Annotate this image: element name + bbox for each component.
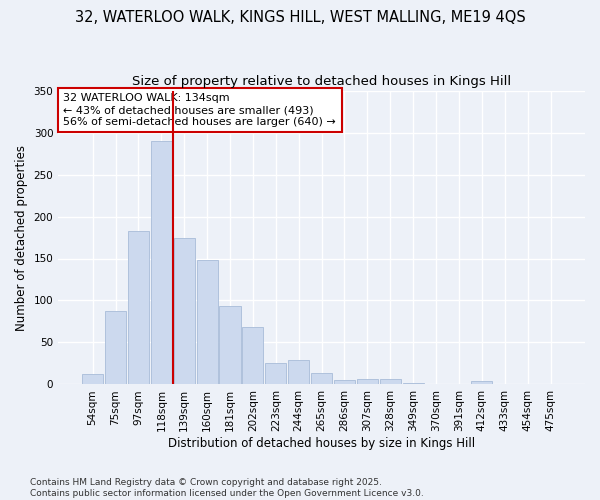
X-axis label: Distribution of detached houses by size in Kings Hill: Distribution of detached houses by size …	[168, 437, 475, 450]
Bar	[128, 231, 149, 384]
Text: Contains HM Land Registry data © Crown copyright and database right 2025.
Contai: Contains HM Land Registry data © Crown c…	[30, 478, 424, 498]
Bar	[220, 306, 241, 384]
Bar	[265, 364, 286, 384]
Bar	[242, 328, 263, 384]
Bar	[472, 381, 493, 384]
Title: Size of property relative to detached houses in Kings Hill: Size of property relative to detached ho…	[132, 75, 511, 88]
Bar	[173, 238, 195, 384]
Bar	[82, 374, 103, 384]
Bar	[151, 141, 172, 384]
Bar	[334, 380, 355, 384]
Y-axis label: Number of detached properties: Number of detached properties	[15, 144, 28, 330]
Bar	[288, 360, 309, 384]
Text: 32 WATERLOO WALK: 134sqm
← 43% of detached houses are smaller (493)
56% of semi-: 32 WATERLOO WALK: 134sqm ← 43% of detach…	[64, 94, 336, 126]
Bar	[380, 378, 401, 384]
Bar	[357, 378, 378, 384]
Bar	[403, 383, 424, 384]
Text: 32, WATERLOO WALK, KINGS HILL, WEST MALLING, ME19 4QS: 32, WATERLOO WALK, KINGS HILL, WEST MALL…	[74, 10, 526, 25]
Bar	[197, 260, 218, 384]
Bar	[105, 310, 126, 384]
Bar	[311, 372, 332, 384]
